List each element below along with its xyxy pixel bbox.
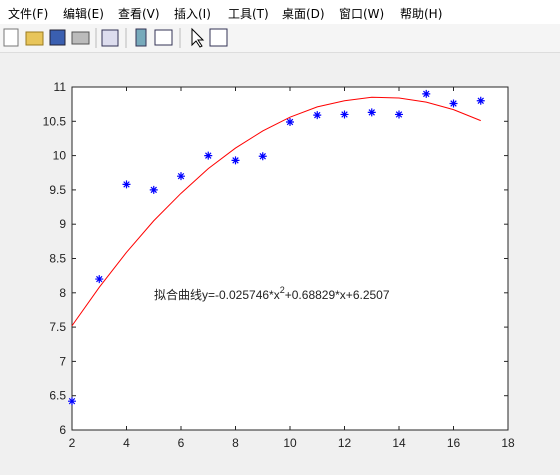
link-icon[interactable] (101, 29, 119, 47)
y-tick-label: 11 (54, 80, 67, 94)
menu-item[interactable]: 文件(F) (8, 7, 49, 21)
x-tick-label: 10 (283, 436, 297, 450)
y-tick-label: 7 (59, 354, 66, 368)
x-tick-label: 12 (338, 436, 352, 450)
y-tick-label: 10 (53, 149, 67, 163)
marker (286, 117, 294, 126)
annotation-part: +0.68829*x+6.2507 (285, 288, 390, 302)
marker (149, 185, 158, 194)
menu-item[interactable]: 编辑(E) (63, 7, 104, 21)
new-icon[interactable] (3, 28, 19, 47)
x-tick-label: 6 (178, 436, 185, 450)
y-tick-label: 10.5 (43, 114, 67, 128)
x-tick-label: 4 (123, 436, 130, 450)
fit-line (71, 96, 481, 327)
menu-item[interactable]: 桌面(D) (282, 7, 325, 21)
menu-item[interactable]: 帮助(H) (400, 7, 443, 21)
annotation: 拟合曲线y=-0.025746*x2+0.68829*x+6.2507 (154, 285, 390, 302)
colorbar-icon[interactable] (135, 28, 147, 47)
marker (68, 397, 76, 406)
axes-box (71, 86, 509, 431)
menu-item[interactable]: 查看(V) (118, 7, 160, 21)
marker (449, 99, 458, 108)
open-icon[interactable] (25, 31, 44, 46)
marker (476, 96, 485, 105)
x-tick-label: 18 (501, 436, 515, 450)
marker (422, 89, 431, 98)
y-tick-label: 8.5 (49, 252, 66, 266)
toolbar (0, 24, 560, 53)
marker (395, 110, 403, 119)
menu-item[interactable]: 窗口(W) (339, 7, 385, 21)
x-tick-label: 2 (69, 436, 76, 450)
select-icon[interactable] (191, 27, 205, 48)
print-icon[interactable] (71, 31, 90, 45)
marker (122, 180, 131, 189)
marker (367, 108, 376, 117)
y-tick-label: 7.5 (49, 320, 66, 334)
marker (313, 111, 322, 120)
marker (204, 151, 213, 160)
marker (177, 172, 185, 181)
figure: 2 4 6 8 10 12 14 16 18 6 6.5 7 7.5 8 8.5 9 9.5 10 10.5 11 拟合… (43, 80, 515, 450)
marker (258, 152, 267, 161)
y-tick-label: 8 (59, 286, 66, 300)
x-tick-label: 16 (447, 436, 461, 450)
menu-item[interactable]: 工具(T) (228, 7, 269, 21)
x-tick-label: 8 (232, 436, 239, 450)
property-icon[interactable] (209, 28, 228, 47)
y-tick-label: 6 (59, 423, 66, 437)
marker (340, 110, 349, 119)
x-tick-label: 14 (392, 436, 406, 450)
y-tick-label: 9 (59, 217, 66, 231)
marker (231, 156, 240, 165)
annotation-part: 2 (280, 285, 285, 295)
save-icon[interactable] (49, 29, 66, 46)
y-tick-label: 6.5 (49, 389, 66, 403)
marker (95, 275, 104, 284)
menu-bar: 文件(F) 编辑(E) 查看(V) 插入(I) 工具(T) 桌面(D) 窗口(W) 帮助(H) (0, 0, 560, 24)
y-tick-label: 9.5 (49, 183, 66, 197)
legend-icon[interactable] (154, 29, 173, 46)
menu-item[interactable]: 插入(I) (174, 7, 211, 21)
annotation-part: 拟合曲线y=-0.025746*x (154, 287, 280, 302)
